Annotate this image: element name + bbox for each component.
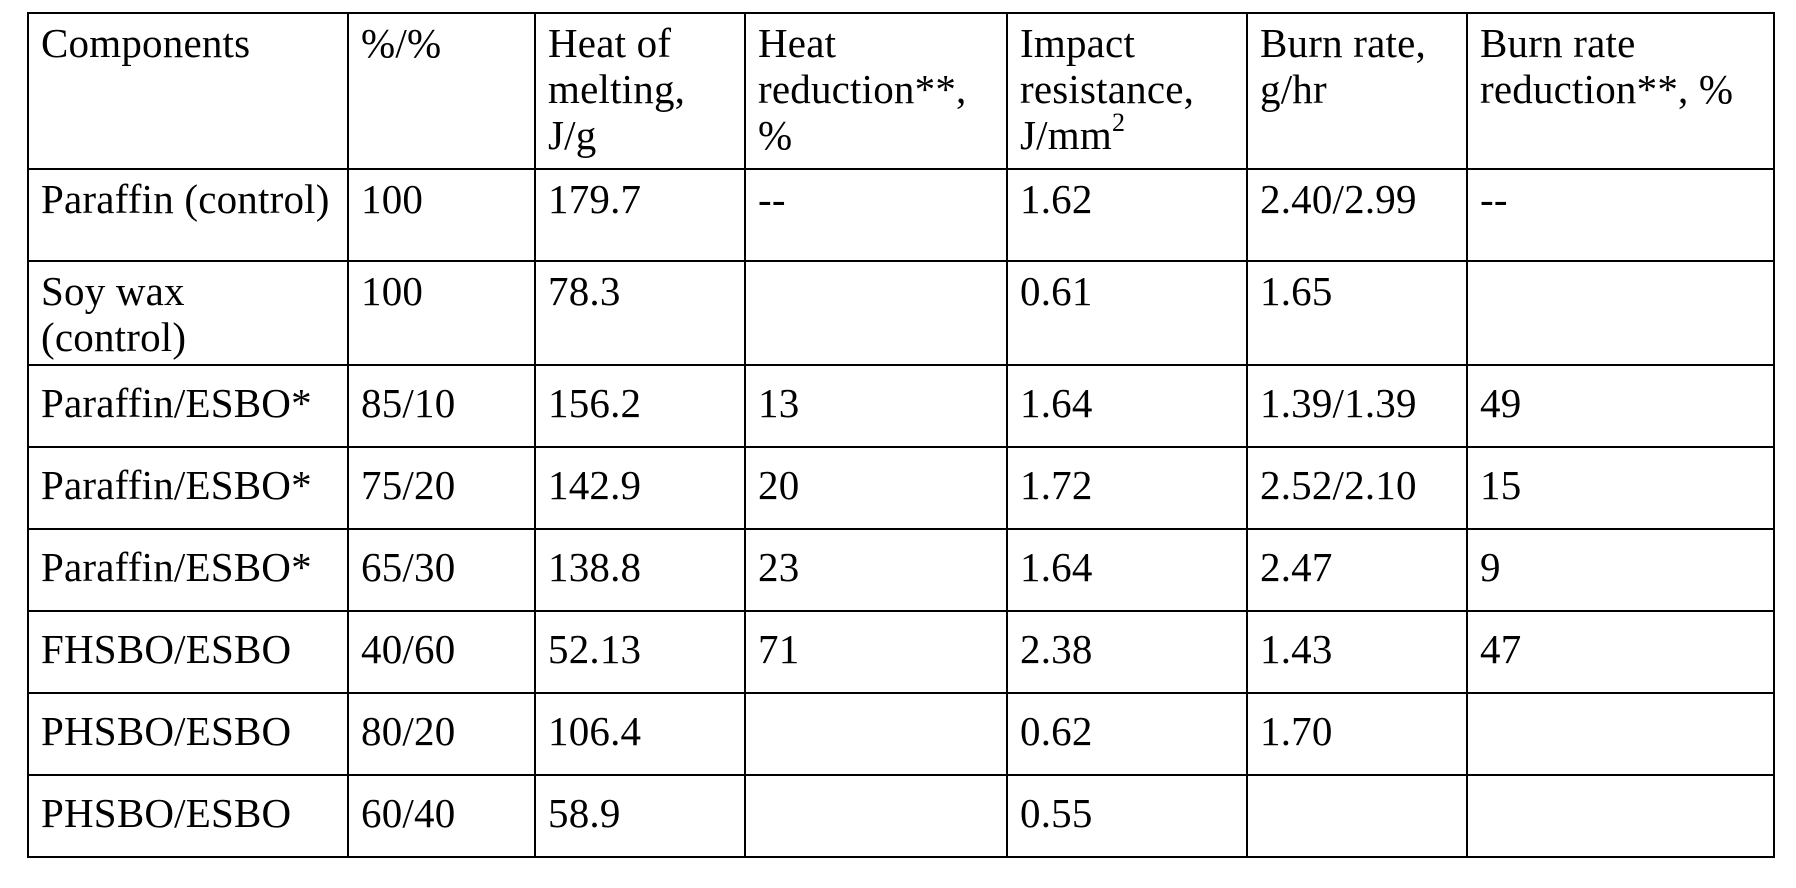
header-impact-unit-exponent: 2	[1112, 108, 1125, 137]
table-row: PHSBO/ESBO 80/20 106.4 0.62 1.70	[28, 693, 1774, 775]
table-cell: 1.62	[1007, 169, 1247, 261]
table-cell: 71	[745, 611, 1007, 693]
table-cell: 75/20	[348, 447, 535, 529]
table-cell: 106.4	[535, 693, 745, 775]
table-cell: 13	[745, 365, 1007, 447]
table-header-row: Components %/% Heat of melting, J/g Heat…	[28, 13, 1774, 169]
table-cell: 1.39/1.39	[1247, 365, 1467, 447]
table-cell: 49	[1467, 365, 1774, 447]
table-row: PHSBO/ESBO 60/40 58.9 0.55	[28, 775, 1774, 857]
table-cell	[1467, 693, 1774, 775]
table-cell: 9	[1467, 529, 1774, 611]
table-cell	[1247, 775, 1467, 857]
table-cell: 100	[348, 169, 535, 261]
header-heat-of-melting: Heat of melting, J/g	[535, 13, 745, 169]
table-cell	[1467, 775, 1774, 857]
table-cell: Soy wax (control)	[28, 261, 348, 365]
header-burn-rate-reduction: Burn rate reduction**, %	[1467, 13, 1774, 169]
table-cell: PHSBO/ESBO	[28, 775, 348, 857]
header-heat-reduction: Heat reduction**, %	[745, 13, 1007, 169]
table-cell: 1.43	[1247, 611, 1467, 693]
table-cell: 60/40	[348, 775, 535, 857]
table-cell: 1.70	[1247, 693, 1467, 775]
header-components: Components	[28, 13, 348, 169]
table-cell: 47	[1467, 611, 1774, 693]
table-cell: 65/30	[348, 529, 535, 611]
table-cell: 179.7	[535, 169, 745, 261]
table-cell: 0.62	[1007, 693, 1247, 775]
table-cell: Paraffin/ESBO*	[28, 365, 348, 447]
table-cell: 1.72	[1007, 447, 1247, 529]
header-impact-resistance: Impact resistance, J/mm2	[1007, 13, 1247, 169]
data-table: Components %/% Heat of melting, J/g Heat…	[27, 12, 1775, 858]
table-row: Paraffin/ESBO* 85/10 156.2 13 1.64 1.39/…	[28, 365, 1774, 447]
table-cell: Paraffin/ESBO*	[28, 447, 348, 529]
table-cell	[745, 775, 1007, 857]
table-cell: FHSBO/ESBO	[28, 611, 348, 693]
table-row: FHSBO/ESBO 40/60 52.13 71 2.38 1.43 47	[28, 611, 1774, 693]
header-ratio: %/%	[348, 13, 535, 169]
table-cell: 1.64	[1007, 529, 1247, 611]
header-impact-resistance-text: Impact resistance, J/mm	[1020, 20, 1194, 158]
header-burn-rate: Burn rate, g/hr	[1247, 13, 1467, 169]
table-cell: 80/20	[348, 693, 535, 775]
table-cell: 1.64	[1007, 365, 1247, 447]
table-cell: 2.47	[1247, 529, 1467, 611]
table-cell: 1.65	[1247, 261, 1467, 365]
table-cell: 142.9	[535, 447, 745, 529]
table-cell	[745, 261, 1007, 365]
table-row: Paraffin/ESBO* 65/30 138.8 23 1.64 2.47 …	[28, 529, 1774, 611]
table-cell: 0.61	[1007, 261, 1247, 365]
table-cell: 58.9	[535, 775, 745, 857]
table-cell: --	[1467, 169, 1774, 261]
table-cell: 2.52/2.10	[1247, 447, 1467, 529]
table-cell: --	[745, 169, 1007, 261]
table-row: Paraffin (control) 100 179.7 -- 1.62 2.4…	[28, 169, 1774, 261]
table-cell: 52.13	[535, 611, 745, 693]
table-cell: 0.55	[1007, 775, 1247, 857]
table-cell: 23	[745, 529, 1007, 611]
table-row: Paraffin/ESBO* 75/20 142.9 20 1.72 2.52/…	[28, 447, 1774, 529]
table-cell: 2.40/2.99	[1247, 169, 1467, 261]
table-row: Soy wax (control) 100 78.3 0.61 1.65	[28, 261, 1774, 365]
table-cell: 2.38	[1007, 611, 1247, 693]
table-cell: 15	[1467, 447, 1774, 529]
data-table-wrapper: Components %/% Heat of melting, J/g Heat…	[27, 12, 1775, 858]
table-cell: 20	[745, 447, 1007, 529]
table-cell	[745, 693, 1007, 775]
table-cell: 78.3	[535, 261, 745, 365]
table-cell: 138.8	[535, 529, 745, 611]
table-cell: Paraffin (control)	[28, 169, 348, 261]
table-cell: 100	[348, 261, 535, 365]
table-cell: Paraffin/ESBO*	[28, 529, 348, 611]
table-cell: 156.2	[535, 365, 745, 447]
table-cell: PHSBO/ESBO	[28, 693, 348, 775]
table-cell: 40/60	[348, 611, 535, 693]
table-cell: 85/10	[348, 365, 535, 447]
table-cell	[1467, 261, 1774, 365]
